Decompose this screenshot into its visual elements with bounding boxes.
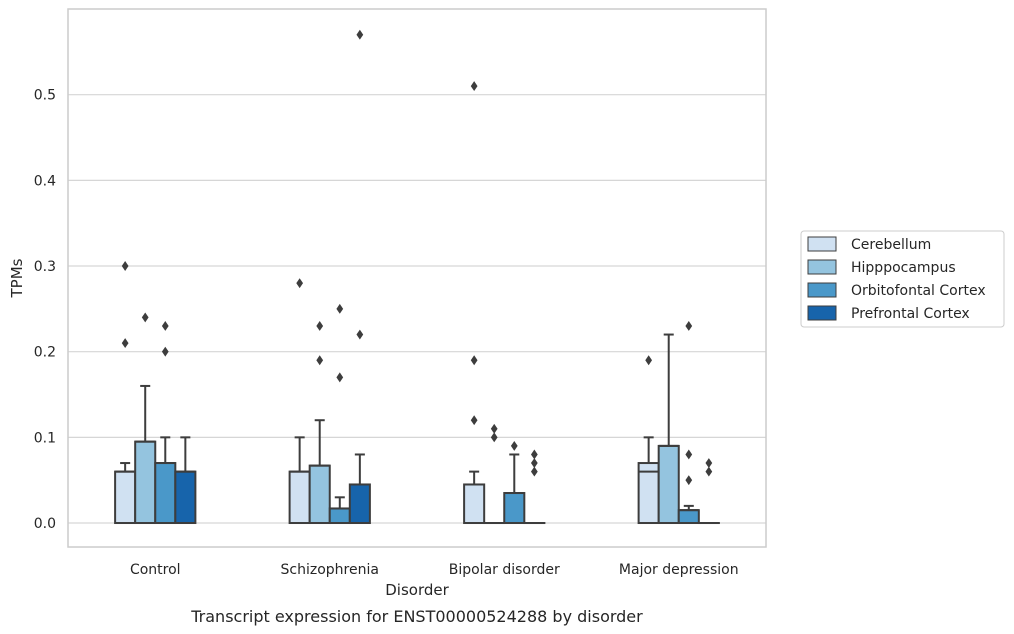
y-axis-label: TPMs	[8, 258, 26, 298]
x-tick-label: Schizophrenia	[281, 562, 379, 578]
outlier-point	[685, 449, 693, 460]
outlier-point	[490, 423, 498, 434]
x-axis-ticks: Control Schizophrenia Bipolar disorder Majo…	[130, 562, 739, 578]
outlier-point	[161, 346, 169, 357]
outlier-point	[316, 355, 324, 366]
outlier-point	[685, 475, 693, 486]
outlier-point	[336, 303, 344, 314]
box-body	[348, 483, 371, 525]
box-prefrontal-cortex	[348, 453, 371, 525]
legend-swatch	[807, 259, 837, 275]
box-hipppocampus	[134, 384, 157, 525]
legend-frame	[800, 230, 1005, 328]
outlier-point	[161, 321, 169, 331]
box-cerebellum	[463, 470, 486, 525]
y-axis-ticks: 0.0 0.1 0.2 0.3 0.4 0.5	[34, 88, 56, 532]
outlier-point	[490, 432, 498, 443]
legend-swatch	[807, 305, 837, 321]
y-tick-label: 0.2	[34, 345, 56, 361]
box-body	[134, 440, 157, 525]
outlier-point	[530, 449, 538, 460]
box-body	[328, 507, 351, 525]
x-tick-label: Major depression	[619, 562, 739, 578]
box-body	[463, 483, 486, 525]
x-axis-label: Disorder	[385, 581, 449, 599]
legend: Cerebellum Hipppocampus Orbitofontal Corte…	[800, 230, 1005, 328]
legend-label: Hipppocampus	[851, 260, 956, 276]
outlier-point	[336, 372, 344, 383]
x-tick-label: Control	[130, 562, 181, 578]
outlier-point	[510, 440, 518, 451]
box-body	[288, 470, 311, 525]
box-cerebellum	[637, 436, 660, 525]
plot-area-frame	[67, 8, 767, 548]
box-hipppocampus	[308, 419, 331, 525]
outlier-point	[470, 415, 478, 426]
box-cerebellum	[114, 462, 137, 525]
box-body	[154, 462, 177, 525]
box-body	[503, 492, 526, 525]
boxes	[114, 333, 720, 525]
box-orbitofontal-cortex	[154, 436, 177, 525]
y-tick-label: 0.0	[34, 516, 56, 532]
legend-swatch	[807, 236, 837, 252]
outlier-point	[705, 466, 713, 477]
outlier-point	[530, 458, 538, 468]
outlier-point	[356, 329, 364, 340]
y-tick-label: 0.1	[34, 430, 56, 446]
box-prefrontal-cortex	[174, 436, 197, 525]
box-body	[114, 470, 137, 525]
y-tick-label: 0.5	[34, 88, 56, 104]
outlier-point	[470, 81, 478, 92]
box-body	[677, 509, 700, 525]
y-tick-label: 0.3	[34, 259, 56, 275]
box-body	[174, 470, 197, 525]
outlier-point	[530, 466, 538, 477]
box-orbitofontal-cortex	[503, 453, 526, 525]
outlier-point	[141, 312, 149, 323]
chart-caption: Transcript expression for ENST0000052428…	[190, 607, 643, 626]
outlier-point	[645, 355, 653, 366]
y-tick-label: 0.4	[34, 173, 56, 189]
outlier-point	[705, 458, 713, 468]
outlier-point	[121, 338, 129, 349]
box-body	[308, 464, 331, 525]
legend-label: Prefrontal Cortex	[851, 306, 970, 322]
x-tick-label: Bipolar disorder	[449, 562, 560, 578]
outlier-point	[121, 261, 129, 271]
outlier-point	[356, 29, 364, 40]
outlier-point	[316, 321, 324, 331]
box-orbitofontal-cortex	[677, 504, 700, 525]
box-hipppocampus	[657, 333, 680, 525]
legend-label: Cerebellum	[851, 237, 931, 253]
box-body	[657, 444, 680, 525]
outliers	[121, 29, 713, 486]
legend-swatch	[807, 282, 837, 298]
legend-label: Orbitofontal Cortex	[851, 283, 986, 299]
outlier-point	[685, 321, 693, 331]
outlier-point	[296, 278, 304, 289]
outlier-point	[470, 355, 478, 366]
